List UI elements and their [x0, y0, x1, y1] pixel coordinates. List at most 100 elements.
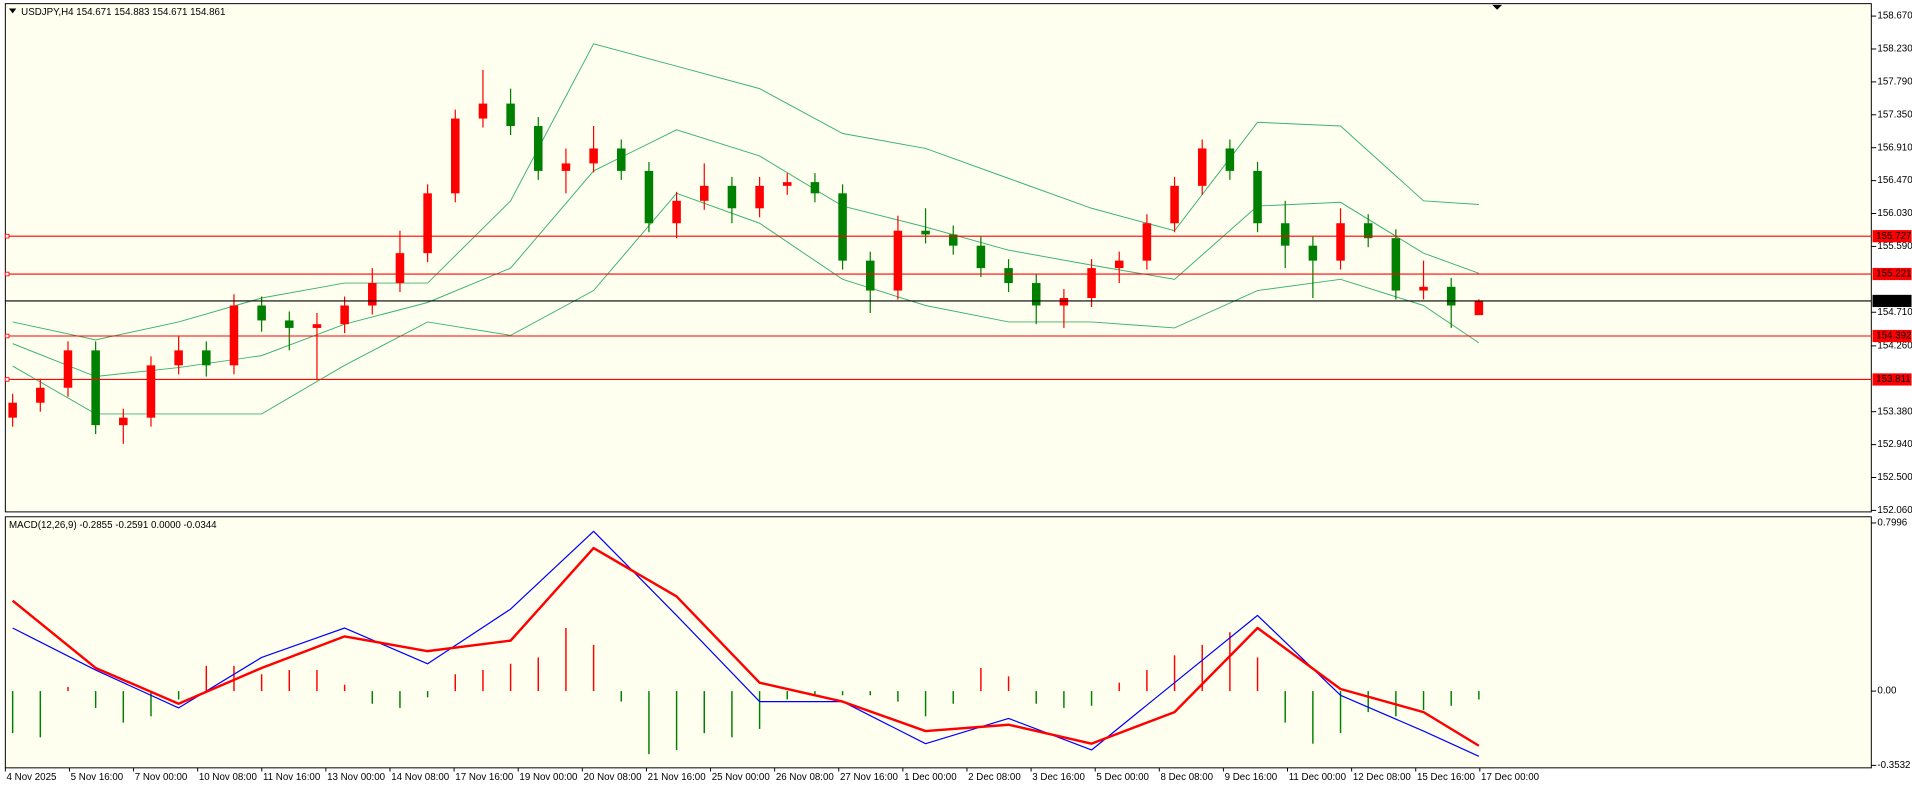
candle-body — [921, 230, 930, 235]
price-label: 155.727 — [1876, 231, 1911, 242]
price-label-box — [1872, 267, 1912, 281]
candle-body — [119, 417, 128, 426]
candle-body — [1391, 238, 1401, 291]
x-tick-label: 19 Nov 00:00 — [519, 772, 578, 783]
y-tick-label: 158.670 — [1877, 11, 1912, 22]
candle-body — [1031, 283, 1041, 306]
price-label: 153.811 — [1876, 374, 1911, 385]
candle-body — [534, 126, 543, 171]
price-line-handle — [4, 271, 10, 277]
menu-arrow — [8, 8, 17, 14]
y-tick-label: 156.910 — [1877, 142, 1912, 153]
macd-y-tick-label: 0.7996 — [1877, 518, 1907, 529]
candle-body — [838, 193, 847, 261]
macd-panel — [4, 516, 1872, 769]
price-label: 154.861 — [1876, 296, 1911, 307]
x-tick-label: 21 Nov 16:00 — [648, 772, 707, 783]
candle-body — [8, 402, 17, 418]
x-tick-label: 1 Dec 00:00 — [904, 772, 957, 783]
candle-body — [589, 148, 598, 164]
y-tick-label: 152.060 — [1877, 505, 1912, 516]
x-tick-label: 8 Dec 08:00 — [1161, 772, 1214, 783]
candle-body — [893, 230, 903, 291]
candle-body — [423, 193, 432, 254]
y-tick-label: 156.030 — [1877, 208, 1912, 219]
candle-body — [865, 260, 875, 291]
x-tick-label: 15 Dec 16:00 — [1417, 772, 1476, 783]
x-tick-label: 26 Nov 08:00 — [776, 772, 835, 783]
macd-line — [12, 530, 1480, 757]
candle-body — [755, 185, 764, 209]
candle-body — [63, 350, 73, 388]
price-label: 154.392 — [1876, 331, 1911, 342]
x-tick-label: 11 Nov 16:00 — [263, 772, 321, 783]
candle-body — [1253, 170, 1262, 224]
price-panel — [4, 3, 1872, 513]
macd-y-tick-label: 0.00 — [1877, 686, 1897, 697]
candle-body — [1170, 185, 1179, 224]
price-label-box — [1872, 329, 1912, 343]
macd-title: MACD(12,26,9) -0.2855 -0.2591 0.0000 -0.… — [9, 520, 217, 531]
candle-body — [229, 305, 239, 366]
x-tick-label: 2 Dec 08:00 — [968, 772, 1021, 783]
candle-body — [727, 185, 737, 209]
x-tick-label: 11 Dec 00:00 — [1289, 772, 1347, 783]
candle-body — [1225, 148, 1235, 171]
candle-body — [1419, 286, 1428, 291]
x-tick-label: 5 Dec 00:00 — [1096, 772, 1149, 783]
x-tick-label: 20 Nov 08:00 — [584, 772, 643, 783]
x-tick-label: 17 Dec 00:00 — [1481, 772, 1540, 783]
candle-body — [1059, 298, 1069, 306]
y-tick-label: 154.710 — [1877, 307, 1912, 318]
x-tick-label: 3 Dec 16:00 — [1032, 772, 1085, 783]
candle-body — [91, 350, 100, 426]
candle-body — [1308, 245, 1318, 261]
candle-body — [810, 182, 820, 194]
price-label-box — [1872, 294, 1912, 308]
x-tick-label: 7 Nov 00:00 — [135, 772, 188, 783]
candle-body — [478, 103, 488, 119]
y-tick-label: 154.260 — [1877, 340, 1912, 351]
chart-title: USDJPY,H4 154.671 154.883 154.671 154.86… — [21, 7, 225, 18]
macd-line — [11, 546, 1480, 747]
shift-marker — [1492, 4, 1503, 10]
candle-body — [1446, 286, 1456, 306]
candle-body — [948, 234, 958, 246]
band-lower — [12, 192, 1480, 415]
y-tick-label: 157.790 — [1877, 76, 1912, 87]
x-tick-label: 27 Nov 16:00 — [840, 772, 899, 783]
candle-body — [672, 200, 681, 224]
x-tick-label: 14 Nov 08:00 — [391, 772, 450, 783]
price-line-handle — [4, 233, 10, 239]
candle-body — [976, 245, 986, 269]
candle-body — [506, 103, 515, 127]
price-line-handle — [4, 333, 10, 339]
candle-body — [368, 283, 377, 306]
candle-body — [174, 350, 183, 366]
price-label-box — [1872, 230, 1912, 243]
x-tick-label: 12 Dec 08:00 — [1353, 772, 1412, 783]
candle-body — [312, 324, 322, 328]
candle-body — [451, 118, 460, 194]
candle-body — [202, 350, 211, 366]
candle-body — [699, 185, 709, 201]
candle-body — [1114, 260, 1124, 269]
candle-body — [395, 253, 405, 284]
candle-body — [1004, 268, 1013, 284]
candle-body — [1280, 223, 1290, 246]
candle-body — [340, 305, 349, 325]
y-tick-label: 156.470 — [1877, 175, 1912, 186]
x-tick-label: 9 Dec 16:00 — [1225, 772, 1278, 783]
y-tick-label: 152.940 — [1877, 439, 1912, 450]
candle-body — [1363, 223, 1373, 239]
y-tick-label: 153.380 — [1877, 406, 1912, 417]
x-tick-label: 13 Nov 00:00 — [327, 772, 386, 783]
candle-body — [36, 387, 45, 403]
y-tick-label: 155.590 — [1877, 241, 1912, 252]
y-tick-label: 152.500 — [1877, 472, 1912, 483]
x-tick-label: 17 Nov 16:00 — [455, 772, 514, 783]
candle-body — [1474, 300, 1484, 316]
candle-body — [1087, 268, 1096, 299]
